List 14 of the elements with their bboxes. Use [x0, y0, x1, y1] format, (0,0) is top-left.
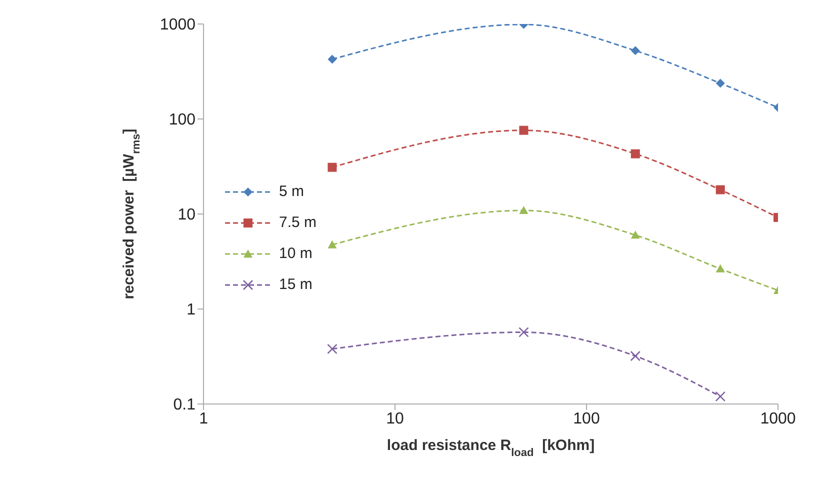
y-tick-label: 0.1 [173, 396, 196, 414]
y-tick-label: 10 [178, 206, 196, 224]
legend-label: 10 m [279, 245, 312, 262]
y-tick-label: 1000 [160, 16, 196, 34]
x-tick-label: 100 [573, 410, 600, 428]
y-tick-label: 1 [186, 302, 196, 319]
x-axis-title: load resistance R$_{load}$ [kOhm] [386, 437, 595, 459]
y-tick-label: 100 [168, 112, 196, 129]
x-tick-label: 10 [386, 410, 404, 428]
legend-label: 7.5 m [279, 214, 317, 231]
x-tick-label: 1000 [760, 410, 796, 428]
legend-label: 5 m [279, 183, 304, 200]
legend-label: 15 m [279, 276, 312, 293]
x-tick-label: 1 [199, 410, 208, 428]
